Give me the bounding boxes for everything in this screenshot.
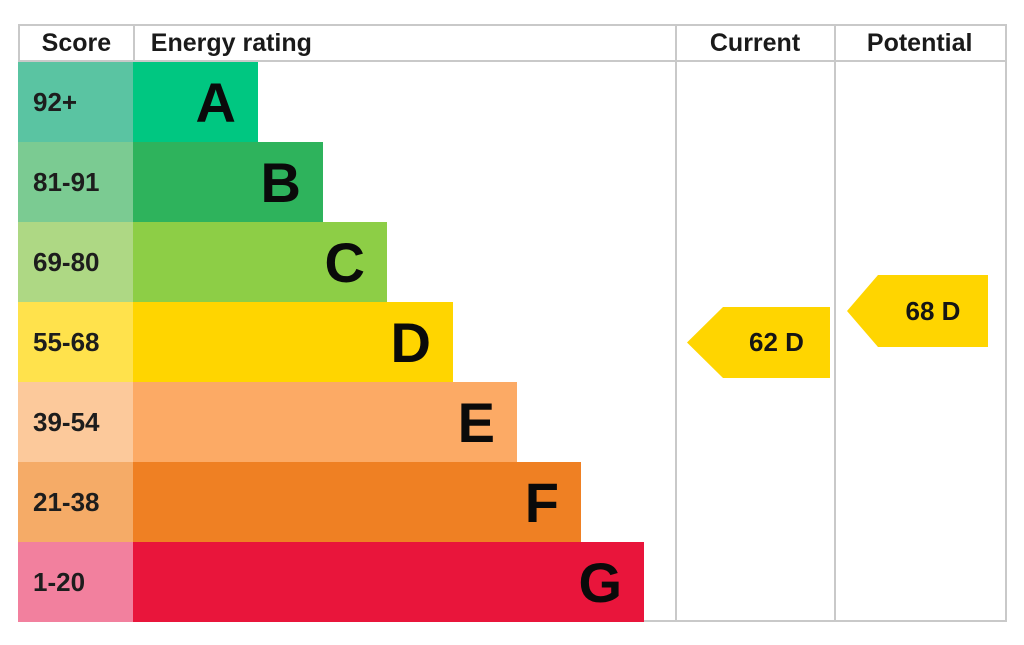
epc-table: Score Energy rating Current Potential 92… [18, 24, 1007, 622]
rating-letter: G [578, 550, 622, 614]
header-row: Score Energy rating Current Potential [18, 26, 1005, 62]
score-range-label: 81-91 [18, 142, 133, 222]
current-rating-label: 62 D [749, 327, 804, 357]
energy-rating-column-header: Energy rating [132, 26, 676, 60]
score-range-label: 69-80 [18, 222, 133, 302]
potential-column-header: Potential [866, 28, 973, 57]
rating-bar-e: E [133, 382, 517, 462]
rating-bar-f: F [133, 462, 581, 542]
rating-letter: A [195, 70, 236, 134]
score-range-label: 1-20 [18, 542, 133, 622]
rating-letter: E [457, 390, 495, 454]
band-row-g: 1-20 G [18, 542, 1005, 622]
band-rows: 92+ A 81-91 B 69-80 C 55-68 D 39-54 E 21… [18, 62, 1005, 622]
score-range-label: 39-54 [18, 382, 133, 462]
rating-letter: C [324, 230, 365, 294]
band-row-a: 92+ A [18, 62, 1005, 142]
band-row-d: 55-68 D [18, 302, 1005, 382]
rating-bar-c: C [133, 222, 387, 302]
current-column-header: Current [709, 28, 801, 57]
rating-letter: D [390, 310, 431, 374]
rating-letter: B [260, 150, 301, 214]
column-divider-current [675, 26, 677, 620]
rating-bar-d: D [133, 302, 453, 382]
band-row-c: 69-80 C [18, 222, 1005, 302]
score-range-label: 55-68 [18, 302, 133, 382]
score-range-label: 21-38 [18, 462, 133, 542]
band-row-b: 81-91 B [18, 142, 1005, 222]
score-column-header: Score [18, 26, 133, 60]
band-row-f: 21-38 F [18, 462, 1005, 542]
potential-rating-arrow: 68 D [847, 275, 988, 347]
rating-bar-b: B [133, 142, 323, 222]
potential-rating-label: 68 D [905, 295, 961, 326]
rating-letter: F [524, 470, 559, 534]
band-row-e: 39-54 E [18, 382, 1005, 462]
column-divider-potential [834, 26, 836, 620]
rating-bar-g: G [133, 542, 644, 622]
rating-bar-a: A [133, 62, 258, 142]
score-range-label: 92+ [18, 62, 133, 142]
